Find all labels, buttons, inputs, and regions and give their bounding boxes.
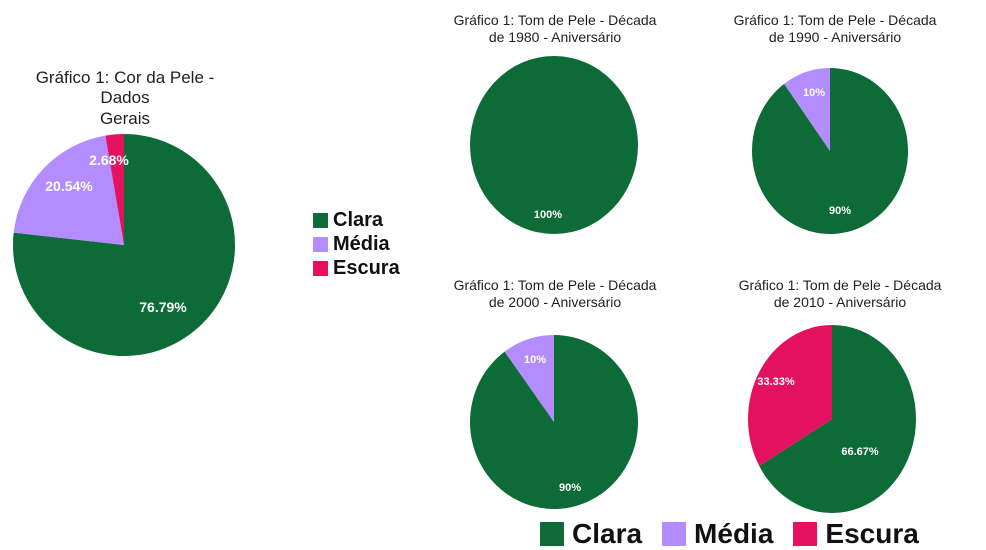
legend-item-escura: Escura (313, 256, 400, 280)
pie-slice-clara (759, 325, 916, 513)
legend-bottom: Clara Média Escura (540, 518, 939, 550)
chart-title-line: de 2010 - Aniversário (773, 293, 907, 310)
pie-chart-1980: 100% (470, 56, 638, 234)
slice-label-clara: 66.67% (841, 446, 879, 458)
chart-title-1990: Gráfico 1: Tom de Pele - Década de 1990 … (720, 12, 950, 46)
chart-title-line: Gráfico 1: Tom de Pele - Década (453, 277, 657, 293)
chart-title-2000: Gráfico 1: Tom de Pele - Década de 2000 … (440, 277, 670, 311)
pie-chart-1990: 90% 10% (752, 68, 908, 234)
legend-swatch-clara (313, 212, 328, 228)
legend-label: Escura (333, 256, 400, 279)
legend-side: Clara Média Escura (313, 208, 400, 280)
legend-label: Média (694, 518, 774, 549)
chart-title-line: Gráfico 1: Tom de Pele - Década (453, 12, 657, 28)
legend-swatch-media (662, 522, 687, 546)
legend-label: Clara (333, 208, 384, 231)
legend-swatch-media (313, 236, 328, 252)
chart-title-line: Gráfico 1: Cor da Pele - Dados (35, 68, 215, 108)
legend-item-media: Média (313, 232, 400, 256)
slice-label-clara: 100% (534, 209, 562, 221)
pie-slice-escura (105, 134, 124, 245)
legend-item-escura: Escura (793, 518, 919, 550)
pie-chart-2000: 90% 10% (470, 335, 638, 509)
chart-title-line: de 2000 - Aniversário (488, 293, 622, 310)
legend-swatch-clara (540, 522, 564, 546)
legend-label: Escura (825, 518, 919, 549)
pie-chart-general: 76.79% 20.54% 2.68% (13, 134, 235, 356)
slice-label-clara: 90% (829, 205, 851, 217)
pie-slice-clara (470, 56, 638, 234)
slice-label-escura: 33.33% (757, 376, 795, 388)
chart-title-line: Gerais (99, 108, 151, 128)
chart-title-general: Gráfico 1: Cor da Pele - Dados Gerais (10, 68, 240, 129)
legend-item-clara: Clara (540, 518, 642, 550)
chart-title-line: de 1980 - Aniversário (488, 28, 622, 45)
pie-slice-media (13, 135, 125, 245)
chart-title-line: de 1990 - Aniversário (768, 28, 902, 45)
legend-label: Média (333, 232, 390, 255)
legend-label: Clara (572, 518, 643, 549)
slice-label-media: 20.54% (45, 178, 93, 194)
chart-title-line: Gráfico 1: Tom de Pele - Década (733, 12, 937, 28)
chart-title-2010: Gráfico 1: Tom de Pele - Década de 2010 … (725, 277, 955, 311)
chart-title-1980: Gráfico 1: Tom de Pele - Década de 1980 … (440, 12, 670, 46)
pie-chart-2010: 66.67% 33.33% (748, 325, 916, 513)
legend-item-media: Média (662, 518, 773, 550)
slice-label-clara: 90% (559, 482, 581, 494)
pie-slice-media (784, 68, 830, 151)
slice-label-media: 10% (524, 354, 546, 366)
legend-item-clara: Clara (313, 208, 400, 232)
slice-label-media: 10% (803, 87, 825, 99)
chart-title-line: Gráfico 1: Tom de Pele - Década (738, 277, 942, 293)
legend-swatch-escura (313, 260, 328, 276)
slice-label-clara: 76.79% (139, 299, 187, 315)
pie-slice-media (504, 335, 554, 422)
slice-label-escura: 2.68% (89, 152, 129, 168)
pie-slice-escura (748, 325, 832, 466)
legend-swatch-escura (793, 522, 818, 546)
